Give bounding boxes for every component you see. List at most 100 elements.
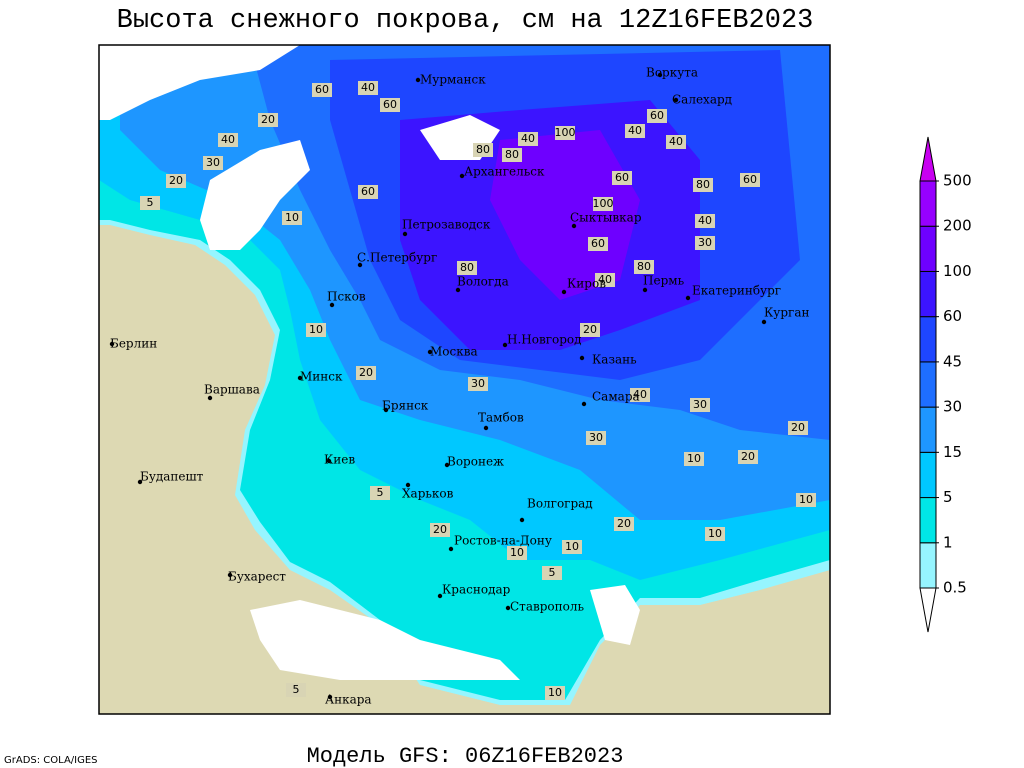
city-label: Будапешт [140,470,204,484]
contour-label: 60 [315,83,329,96]
contour-label: 10 [548,686,562,699]
contour-label-box [595,273,615,287]
city-label: Брянск [382,399,429,413]
contour-label: 60 [650,109,664,122]
city-dot [505,605,511,611]
colorbar-segment [919,542,937,589]
city-dot [579,355,585,361]
contour-label: 30 [206,156,220,169]
contour-label-box [356,366,376,380]
city-dot [326,458,332,464]
contour-label: 10 [510,546,524,559]
contour-label: 80 [460,261,474,274]
colorbar-label: 45 [943,352,962,370]
city-dot [437,593,443,599]
city-label: Киров [567,277,606,291]
contour-label-box [580,323,600,337]
city-label: Минск [300,370,343,384]
contour-label-box [473,143,493,157]
colorbar-under [919,587,937,633]
contour-label: 30 [698,236,712,249]
city-label: Воронеж [447,455,504,469]
contour-label-box [457,261,477,275]
contour-label-box [625,124,645,138]
contour-label-box [586,431,606,445]
contour-label-box [542,566,562,580]
contour-label: 40 [521,132,535,145]
contour-label: 40 [361,81,375,94]
city-dot [444,462,450,468]
contour-label-box [693,178,713,192]
contour-label: 10 [687,452,701,465]
city-dot [327,694,333,700]
city-label: Варшава [204,383,260,397]
city-dot [673,97,679,103]
contour-label: 60 [591,237,605,250]
city-dot [383,407,389,413]
contour-label-box [666,135,686,149]
contour-label-box [740,173,760,187]
contour-label: 20 [433,523,447,536]
contour-label: 30 [471,377,485,390]
colorbar-label: 60 [943,307,962,325]
city-dot [561,289,567,295]
contour-label: 20 [169,174,183,187]
city-dot [297,375,303,381]
contour-label-box [312,83,332,97]
city-dot [459,173,465,179]
city-label: Самара [592,390,640,404]
contour-label: 30 [589,431,603,444]
colorbar-segment [919,270,937,318]
city-dot [502,342,508,348]
colorbar-label: 200 [943,217,972,235]
city-dot [685,295,691,301]
contour-label-box [695,236,715,250]
contour-label-box [370,486,390,500]
colorbar-segment [919,497,937,544]
contour-label-box [588,237,608,251]
city-dot [483,425,489,431]
city-label: Архангельск [464,165,545,179]
contour-label: 40 [628,124,642,137]
contour-label: 40 [633,388,647,401]
city-dot [455,287,461,293]
contour-label-box [282,211,302,225]
map-frame [98,44,831,715]
contour-label: 60 [383,98,397,111]
city-dot [427,349,433,355]
contour-label: 20 [261,113,275,126]
sea [590,585,640,645]
city-dot [207,395,213,401]
snow-100 [490,130,640,300]
contour-label: 40 [698,214,712,227]
contour-label-box [614,517,634,531]
city-label: Берлин [110,337,157,351]
city-label: Екатеринбург [692,284,781,298]
contour-label-box [430,523,450,537]
contour-label-box [140,196,160,210]
contour-label-box [788,421,808,435]
contour-label-box [647,109,667,123]
contour-label-box [695,214,715,228]
contour-label: 10 [565,540,579,553]
contour-label: 20 [741,450,755,463]
city-dot [137,479,143,485]
title: Высота снежного покрова, см на 12Z16FEB2… [117,6,814,36]
city-dot [109,341,115,347]
city-dot [405,482,411,488]
contour-label: 80 [696,178,710,191]
contour-label: 10 [799,493,813,506]
colorbar-label: 100 [943,262,972,280]
contour-label-box [593,197,613,211]
city-label: Тамбов [478,411,524,425]
city-label: Анкара [325,693,372,707]
sea [200,140,310,250]
contour-label: 5 [293,683,300,696]
contour-label-box [796,493,816,507]
city-label: Пермь [643,274,685,288]
contour-label: 40 [669,135,683,148]
colorbar-segment [919,361,937,408]
contour-label: 20 [791,421,805,434]
city-label: Волгоград [527,497,593,511]
colorbar-segment [919,225,937,272]
